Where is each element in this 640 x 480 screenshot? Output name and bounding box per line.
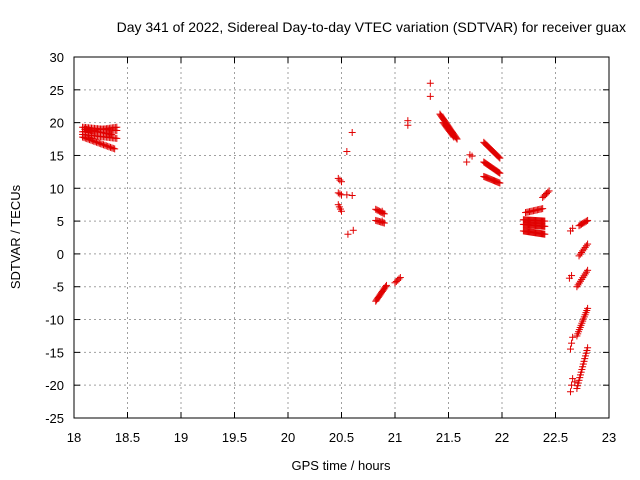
grid-lines	[74, 57, 609, 418]
data-point	[582, 268, 590, 276]
x-tick-label: 18	[67, 430, 81, 445]
x-tick-label: 22	[495, 430, 509, 445]
data-point	[575, 279, 583, 287]
data-point	[544, 188, 552, 196]
data-point	[539, 205, 547, 213]
y-tick-label: 30	[50, 50, 64, 65]
data-point	[348, 128, 356, 136]
data-point	[404, 121, 412, 129]
data-point	[584, 304, 592, 312]
data-point	[581, 270, 589, 278]
data-point	[449, 132, 457, 140]
data-point	[574, 281, 582, 289]
y-tick-label: 10	[50, 181, 64, 196]
data-point	[111, 145, 119, 153]
data-point	[495, 153, 503, 161]
plot-frame	[73, 56, 610, 419]
data-point	[571, 378, 579, 386]
data-point	[580, 272, 588, 280]
x-tick-labels: 18 18.5 19 19.5 20 20.5 21 21.5 22 22.5 23	[67, 430, 616, 445]
x-tick-label: 23	[602, 430, 616, 445]
data-point	[545, 187, 553, 195]
data-point	[573, 283, 581, 291]
y-tick-label: 20	[50, 116, 64, 131]
data-point	[582, 217, 590, 225]
data-point	[495, 169, 503, 177]
data-point	[463, 158, 471, 166]
data-point	[578, 275, 586, 283]
y-tick-label: -20	[45, 378, 64, 393]
data-point	[579, 274, 587, 282]
data-point	[382, 281, 390, 289]
data-point	[496, 179, 504, 187]
data-point	[349, 226, 357, 234]
data-point	[568, 381, 576, 389]
x-tick-label: 22.5	[543, 430, 568, 445]
data-point	[566, 388, 574, 396]
y-tick-label: -10	[45, 313, 64, 328]
data-point	[569, 224, 577, 232]
chart-title: Day 341 of 2022, Sidereal Day-to-day VTE…	[117, 19, 626, 35]
data-point	[584, 216, 592, 224]
data-point	[541, 222, 549, 230]
y-axis-label: SDTVAR / TECUs	[8, 184, 23, 289]
data-point	[336, 176, 344, 184]
y-tick-label: 25	[50, 83, 64, 98]
data-point	[426, 92, 434, 100]
x-tick-label: 21.5	[436, 430, 461, 445]
y-tick-label: 5	[57, 214, 64, 229]
data-point	[450, 133, 458, 141]
data-point	[343, 191, 351, 199]
data-point	[113, 123, 121, 131]
data-point	[338, 178, 345, 186]
data-point	[334, 174, 342, 182]
data-point	[107, 130, 115, 138]
data-point	[568, 272, 576, 280]
data-point	[109, 144, 117, 152]
x-tick-label: 20.5	[329, 430, 354, 445]
data-point	[426, 79, 434, 87]
y-tick-label: -5	[52, 280, 64, 295]
x-axis-label: GPS time / hours	[292, 458, 391, 473]
data-point	[396, 274, 404, 282]
y-tick-labels: -25 -20 -15 -10 -5 0 5 10 15 20 25 30	[45, 50, 64, 426]
data-point	[113, 134, 121, 142]
data-point	[584, 344, 592, 352]
data-point	[576, 277, 584, 285]
data-point	[496, 169, 504, 177]
y-tick-label: -15	[45, 345, 64, 360]
data-point	[568, 339, 576, 347]
data-point	[348, 191, 356, 199]
data-point	[569, 333, 577, 341]
data-point	[336, 190, 344, 198]
x-tick-label: 21	[388, 430, 402, 445]
x-tick-label: 19	[174, 430, 188, 445]
data-point	[395, 275, 403, 283]
y-tick-label: 15	[50, 148, 64, 163]
data-point	[584, 266, 592, 274]
data-point	[378, 207, 386, 215]
data-point	[343, 148, 351, 156]
data-point	[382, 283, 390, 291]
y-tick-label: -25	[45, 411, 64, 426]
x-tick-label: 19.5	[222, 430, 247, 445]
data-point	[566, 345, 574, 353]
data-point	[378, 217, 386, 225]
data-point	[584, 240, 592, 248]
data-point	[344, 230, 352, 238]
x-tick-label: 18.5	[115, 430, 140, 445]
data-point	[468, 152, 476, 160]
data-point	[541, 230, 549, 238]
data-point	[582, 242, 590, 250]
x-tick-label: 20	[281, 430, 295, 445]
data-points	[79, 79, 592, 396]
data-point	[338, 207, 345, 215]
data-point	[496, 154, 504, 162]
y-tick-label: 0	[57, 247, 64, 262]
